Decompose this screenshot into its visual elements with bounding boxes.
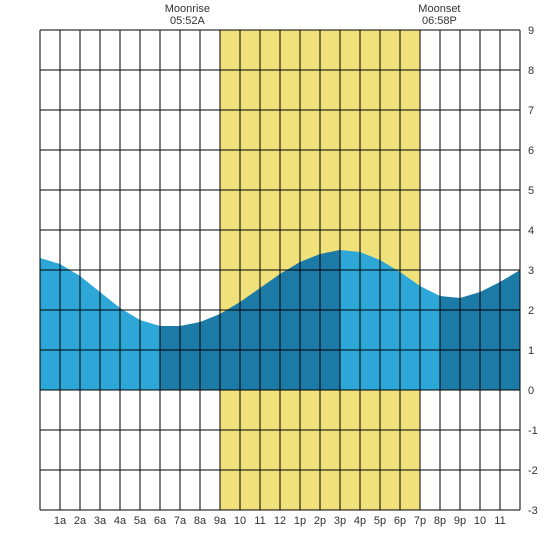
y-tick-label: 3 [528,265,534,277]
x-tick-label: 6p [394,515,406,527]
y-tick-label: 8 [528,65,534,77]
y-tick-label: -1 [528,425,538,437]
y-tick-label: 4 [528,225,534,237]
y-tick-label: 9 [528,25,534,37]
moonset-time: 06:58P [422,15,457,27]
x-tick-label: 3a [94,515,107,527]
y-tick-label: 5 [528,185,534,197]
x-tick-label: 10 [234,515,246,527]
moonset-label: Moonset [418,3,460,15]
x-tick-label: 5a [134,515,147,527]
x-tick-label: 11 [494,515,505,527]
x-tick-label: 12 [274,515,286,527]
x-tick-label: 1a [54,515,67,527]
x-tick-label: 2a [74,515,87,527]
x-tick-label: 9a [214,515,227,527]
tide-chart: 1a2a3a4a5a6a7a8a9a1011121p2p3p4p5p6p7p8p… [0,0,550,550]
x-tick-label: 8p [434,515,446,527]
x-tick-label: 10 [474,515,486,527]
y-tick-label: 1 [528,345,534,357]
x-tick-label: 5p [374,515,386,527]
x-tick-label: 11 [254,515,265,527]
x-tick-label: 6a [154,515,167,527]
x-tick-label: 7p [414,515,426,527]
x-tick-label: 4a [114,515,127,527]
x-tick-label: 8a [194,515,207,527]
y-tick-label: 7 [528,105,534,117]
y-tick-label: -2 [528,465,538,477]
x-tick-label: 1p [294,515,306,527]
moonrise-label: Moonrise [165,3,210,15]
x-tick-label: 9p [454,515,466,527]
x-tick-label: 2p [314,515,326,527]
y-tick-label: 0 [528,385,534,397]
x-tick-label: 7a [174,515,187,527]
x-tick-label: 4p [354,515,366,527]
y-tick-label: -3 [528,505,538,517]
chart-svg: 1a2a3a4a5a6a7a8a9a1011121p2p3p4p5p6p7p8p… [0,0,550,550]
moonrise-time: 05:52A [170,15,206,27]
y-tick-label: 2 [528,305,534,317]
x-tick-label: 3p [334,515,346,527]
y-tick-label: 6 [528,145,534,157]
